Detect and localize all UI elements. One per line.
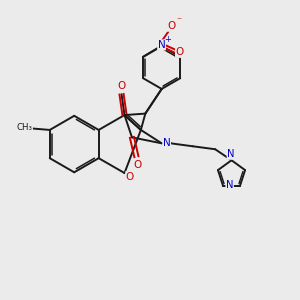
Text: +: + [164,35,171,44]
Text: O: O [167,21,175,31]
Text: O: O [126,172,134,182]
Text: N: N [163,138,171,148]
Text: N: N [158,40,165,50]
Text: O: O [134,160,142,170]
Text: CH₃: CH₃ [16,123,32,132]
Text: O: O [117,81,126,91]
Text: O: O [176,47,184,57]
Text: N: N [227,149,235,159]
Text: N: N [226,181,233,190]
Text: ⁻: ⁻ [177,16,182,26]
